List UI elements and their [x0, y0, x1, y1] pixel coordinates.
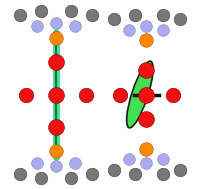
Ellipse shape: [127, 61, 153, 128]
Point: [133, 172, 137, 175]
Point: [84, 93, 88, 96]
Point: [54, 125, 57, 128]
Point: [18, 14, 21, 17]
Point: [54, 21, 57, 24]
Point: [90, 172, 93, 175]
Point: [90, 14, 93, 17]
Point: [73, 161, 76, 164]
Point: [133, 14, 137, 17]
Point: [35, 161, 39, 164]
Point: [35, 25, 39, 28]
Point: [171, 93, 174, 96]
Point: [39, 176, 42, 179]
Point: [54, 93, 57, 96]
Point: [145, 38, 148, 41]
Point: [179, 169, 182, 172]
Point: [162, 172, 165, 175]
Point: [162, 14, 165, 17]
Point: [179, 17, 182, 20]
Point: [145, 93, 148, 96]
Point: [162, 29, 165, 32]
Point: [18, 172, 21, 175]
Point: [145, 118, 148, 121]
Point: [128, 157, 131, 160]
Point: [145, 25, 148, 28]
Point: [162, 157, 165, 160]
Point: [145, 161, 148, 164]
Point: [24, 93, 27, 96]
Point: [69, 176, 73, 179]
Point: [113, 17, 116, 20]
Point: [69, 10, 73, 13]
Point: [145, 148, 148, 151]
Point: [73, 25, 76, 28]
Point: [54, 165, 57, 168]
Point: [128, 29, 131, 32]
Point: [145, 68, 148, 71]
Point: [54, 150, 57, 153]
Point: [39, 10, 42, 13]
Point: [118, 93, 122, 96]
Point: [54, 36, 57, 39]
Point: [54, 61, 57, 64]
Point: [113, 169, 116, 172]
